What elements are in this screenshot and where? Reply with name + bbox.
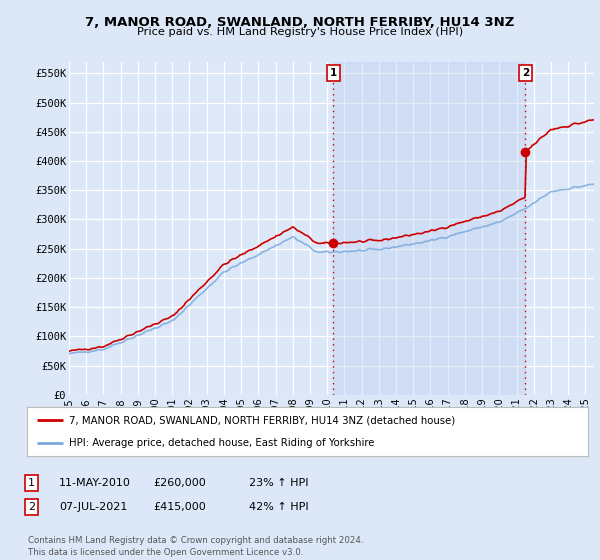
Bar	[334, 62, 526, 395]
Text: 7, MANOR ROAD, SWANLAND, NORTH FERRIBY, HU14 3NZ: 7, MANOR ROAD, SWANLAND, NORTH FERRIBY, …	[85, 16, 515, 29]
Text: 11-MAY-2010: 11-MAY-2010	[59, 478, 131, 488]
Text: £260,000: £260,000	[153, 478, 206, 488]
Text: 1: 1	[28, 478, 35, 488]
Text: Contains HM Land Registry data © Crown copyright and database right 2024.
This d: Contains HM Land Registry data © Crown c…	[28, 536, 364, 557]
Text: 7, MANOR ROAD, SWANLAND, NORTH FERRIBY, HU14 3NZ (detached house): 7, MANOR ROAD, SWANLAND, NORTH FERRIBY, …	[69, 416, 455, 426]
Text: 1: 1	[330, 68, 337, 78]
Text: 23% ↑ HPI: 23% ↑ HPI	[249, 478, 308, 488]
Text: 42% ↑ HPI: 42% ↑ HPI	[249, 502, 308, 512]
Text: 2: 2	[28, 502, 35, 512]
Text: 2: 2	[522, 68, 529, 78]
Text: 07-JUL-2021: 07-JUL-2021	[59, 502, 127, 512]
Text: Price paid vs. HM Land Registry's House Price Index (HPI): Price paid vs. HM Land Registry's House …	[137, 27, 463, 37]
Text: HPI: Average price, detached house, East Riding of Yorkshire: HPI: Average price, detached house, East…	[69, 438, 374, 448]
Text: £415,000: £415,000	[153, 502, 206, 512]
